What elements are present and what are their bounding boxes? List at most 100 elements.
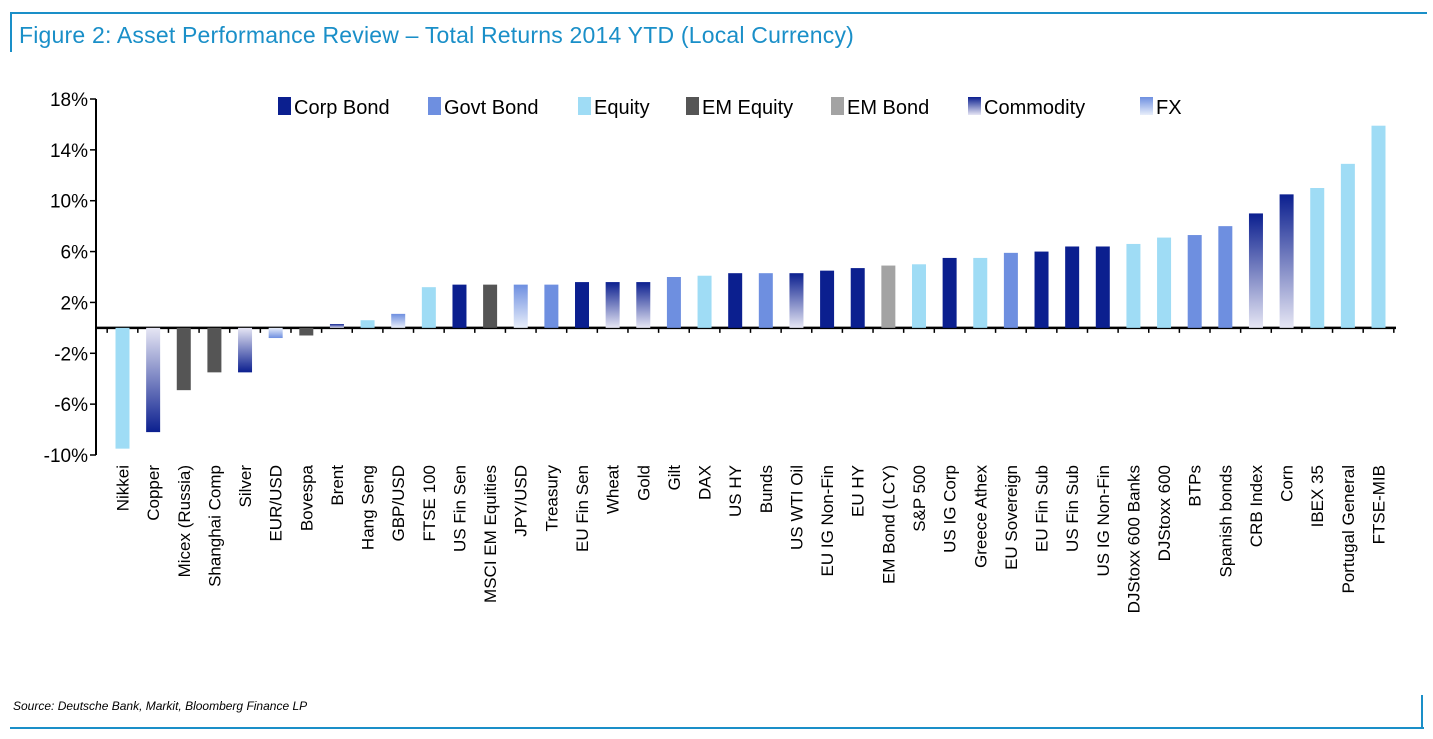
legend-label-em-equity: EM Equity: [702, 97, 793, 119]
bar-gilt: [666, 277, 681, 328]
frame-left-rule: [10, 14, 12, 52]
bar-btps: [1187, 235, 1202, 328]
bar-bovespa: [299, 327, 314, 336]
frame-right-rule: [1421, 695, 1423, 728]
x-label-us-hy: US HY: [726, 465, 745, 517]
legend-label-govt-bond: Govt Bond: [444, 97, 539, 119]
y-tick-label: 10%: [50, 192, 88, 213]
x-label-eu-ig-non-fin: EU IG Non-Fin: [818, 465, 837, 576]
y-tick-label: -2%: [54, 344, 88, 365]
bar-us-hy: [728, 273, 743, 328]
x-label-djstoxx-600: DJStoxx 600: [1155, 465, 1174, 561]
bar-wheat: [605, 282, 620, 328]
bar-us-fin-sen: [452, 284, 467, 328]
bar-ftse-100: [421, 287, 436, 328]
x-label-djstoxx-600-banks: DJStoxx 600 Banks: [1124, 465, 1143, 613]
bar-us-ig-non-fin: [1095, 246, 1110, 328]
y-tick-label: -6%: [54, 395, 88, 416]
legend-swatch-equity: [578, 97, 591, 115]
x-label-wheat: Wheat: [604, 465, 623, 514]
bar-jpy-usd: [513, 284, 528, 328]
bar-crb-index: [1248, 213, 1263, 328]
bar-us-fin-sub: [1065, 246, 1080, 328]
bar-portugal-general: [1340, 163, 1355, 328]
x-label-eu-fin-sub: EU Fin Sub: [1033, 465, 1052, 552]
x-label-jpy-usd: JPY/USD: [512, 465, 531, 537]
bar-eu-fin-sub: [1034, 251, 1049, 328]
bar-us-wti-oil: [789, 273, 804, 328]
x-label-msci-em-equities: MSCI EM Equities: [481, 465, 500, 603]
bar-ftse-mib: [1371, 125, 1386, 328]
bar-eu-sovereign: [1003, 252, 1018, 328]
x-label-us-fin-sub: US Fin Sub: [1063, 465, 1082, 552]
x-label-eu-fin-sen: EU Fin Sen: [573, 465, 592, 552]
x-label-us-ig-corp: US IG Corp: [941, 465, 960, 553]
chart-legend: Corp Bond Govt Bond Equity EM Equity EM Bond…: [278, 97, 1182, 119]
x-label-portugal-general: Portugal General: [1339, 465, 1358, 594]
x-label-ibex-35: IBEX 35: [1308, 465, 1327, 527]
x-label-eur-usd: EUR/USD: [267, 465, 286, 542]
bar-shanghai-comp: [207, 327, 222, 373]
bar-ibex-35: [1310, 188, 1325, 328]
x-label-treasury: Treasury: [542, 465, 561, 532]
bar-micex-russia: [176, 327, 191, 391]
legend-label-fx: FX: [1156, 97, 1182, 119]
figure-title: Figure 2: Asset Performance Review – Tot…: [19, 22, 855, 48]
bar-eu-hy: [850, 268, 865, 328]
x-label-s-p-500: S&P 500: [910, 465, 929, 532]
x-label-gilt: Gilt: [665, 465, 684, 491]
x-label-us-ig-non-fin: US IG Non-Fin: [1094, 465, 1113, 576]
y-tick-label: 6%: [61, 243, 89, 264]
legend-swatch-fx: [1140, 97, 1153, 115]
bar-chart: 18% 14% 10% 6% 2% -2% -6% -10% Nikkei Copper Mice…: [44, 90, 1396, 613]
bar-em-bond-lcy: [881, 265, 896, 328]
bar-eu-ig-non-fin: [820, 270, 835, 328]
x-label-corn: Corn: [1278, 465, 1297, 502]
x-label-greece-athex: Greece Athex: [971, 465, 990, 569]
x-label-crb-index: CRB Index: [1247, 465, 1266, 548]
x-label-ftse-100: FTSE 100: [420, 465, 439, 542]
x-label-copper: Copper: [144, 465, 163, 521]
x-label-eu-sovereign: EU Sovereign: [1002, 465, 1021, 570]
x-label-us-fin-sen: US Fin Sen: [450, 465, 469, 552]
y-tick-label: 14%: [50, 141, 88, 162]
y-tick-label: 18%: [50, 90, 88, 111]
x-label-us-wti-oil: US WTI Oil: [787, 465, 806, 550]
legend-label-equity: Equity: [594, 97, 650, 119]
x-axis-labels: Nikkei Copper Micex (Russia) Shanghai Comp S…: [114, 464, 1389, 613]
bar-dax: [697, 275, 712, 328]
x-label-brent: Brent: [328, 465, 347, 506]
x-label-nikkei: Nikkei: [114, 465, 133, 511]
bar-gbp-usd: [391, 313, 406, 328]
x-label-bovespa: Bovespa: [297, 464, 316, 531]
bar-spanish-bonds: [1218, 226, 1233, 328]
x-label-hang-seng: Hang Seng: [359, 465, 378, 550]
x-label-spanish-bonds: Spanish bonds: [1216, 465, 1235, 577]
frame-top-rule: [10, 12, 1427, 14]
bar-copper: [146, 327, 161, 433]
x-label-eu-hy: EU HY: [849, 465, 868, 517]
x-label-btps: BTPs: [1186, 465, 1205, 507]
bar-hang-seng: [360, 320, 375, 328]
legend-swatch-em-equity: [686, 97, 699, 115]
bar-greece-athex: [973, 257, 988, 328]
legend-label-commodity: Commodity: [984, 97, 1085, 119]
bar-eu-fin-sen: [575, 282, 590, 328]
frame-bottom-rule: [10, 727, 1424, 729]
bar-eur-usd: [268, 327, 283, 339]
y-tick-label: 2%: [61, 293, 89, 314]
bar-bunds: [758, 273, 773, 328]
bar-corn: [1279, 194, 1294, 328]
x-label-shanghai-comp: Shanghai Comp: [205, 465, 224, 587]
x-label-bunds: Bunds: [757, 465, 776, 513]
legend-swatch-corp-bond: [278, 97, 291, 115]
bar-gold: [636, 282, 651, 328]
bar-msci-em-equities: [483, 284, 498, 328]
bar-brent: [329, 324, 344, 328]
bar-silver: [238, 327, 253, 373]
x-label-em-bond-lcy: EM Bond (LCY): [879, 465, 898, 584]
x-label-silver: Silver: [236, 465, 255, 508]
x-label-micex-russia: Micex (Russia): [175, 465, 194, 577]
bar-us-ig-corp: [942, 257, 957, 328]
legend-label-corp-bond: Corp Bond: [294, 97, 390, 119]
